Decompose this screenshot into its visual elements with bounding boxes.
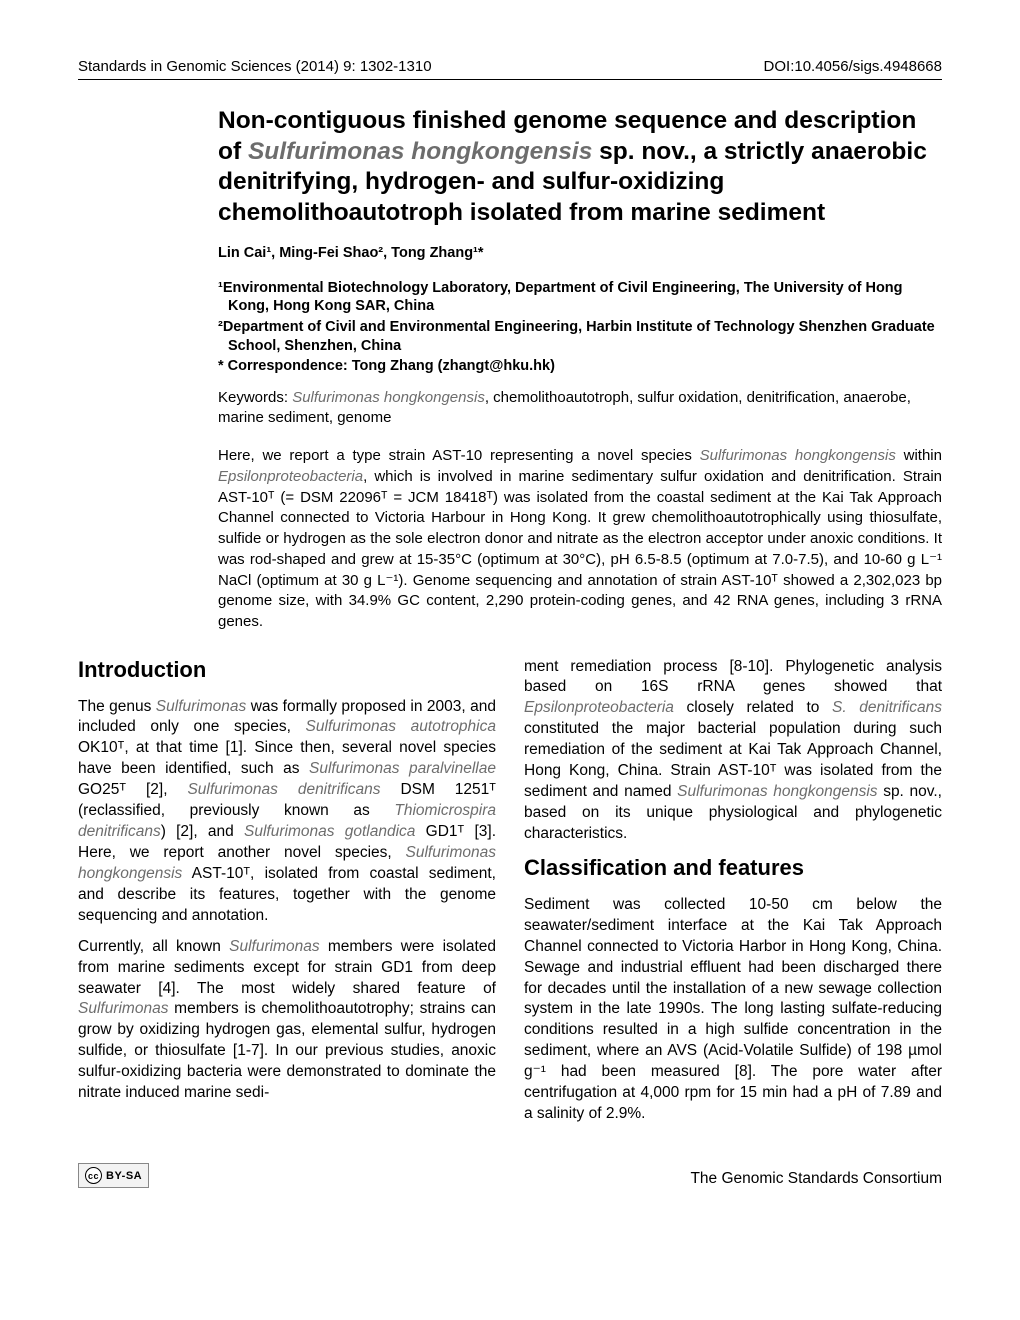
intro-para-1: The genus Sulfurimonas was formally prop… <box>78 697 496 927</box>
left-column: Introduction The genus Sulfurimonas was … <box>78 657 496 1135</box>
journal-citation: Standards in Genomic Sciences (2014) 9: … <box>78 58 432 75</box>
keywords-species: Sulfurimonas hongkongensis <box>292 389 485 406</box>
abstract: Here, we report a type strain AST-10 rep… <box>218 446 942 632</box>
footer-org: The Genomic Standards Consortium <box>690 1170 942 1188</box>
page-footer: cc BY-SA The Genomic Standards Consortiu… <box>78 1163 942 1188</box>
introduction-heading: Introduction <box>78 657 496 683</box>
cc-icon: cc <box>85 1167 102 1184</box>
article-title: Non-contiguous finished genome sequence … <box>218 106 942 229</box>
affiliation-2: ²Department of Civil and Environmental E… <box>218 318 942 356</box>
right-column: ment remediation process [8-10]. Phyloge… <box>524 657 942 1135</box>
intro-para-2: Currently, all known Sulfurimonas member… <box>78 937 496 1104</box>
keywords-label: Keywords: <box>218 389 292 406</box>
classification-para-1: Sediment was collected 10-50 cm below th… <box>524 895 942 1125</box>
abstract-text: Here, we report a type strain AST-10 rep… <box>218 447 942 630</box>
authors: Lin Cai¹, Ming-Fei Shao², Tong Zhang¹* <box>218 245 942 261</box>
intro-para-3: ment remediation process [8-10]. Phyloge… <box>524 657 942 845</box>
license-badge: cc BY-SA <box>78 1163 149 1188</box>
correspondence: * Correspondence: Tong Zhang (zhangt@hku… <box>218 358 942 374</box>
license-text: BY-SA <box>106 1170 142 1182</box>
doi: DOI:10.4056/sigs.4948668 <box>764 58 942 75</box>
title-block: Non-contiguous finished genome sequence … <box>218 106 942 633</box>
body-columns: Introduction The genus Sulfurimonas was … <box>78 657 942 1135</box>
affiliation-1: ¹Environmental Biotechnology Laboratory,… <box>218 279 942 317</box>
keywords: Keywords: Sulfurimonas hongkongensis, ch… <box>218 388 942 429</box>
page-header: Standards in Genomic Sciences (2014) 9: … <box>78 58 942 80</box>
title-species: Sulfurimonas hongkongensis <box>248 138 592 165</box>
classification-heading: Classification and features <box>524 855 942 881</box>
